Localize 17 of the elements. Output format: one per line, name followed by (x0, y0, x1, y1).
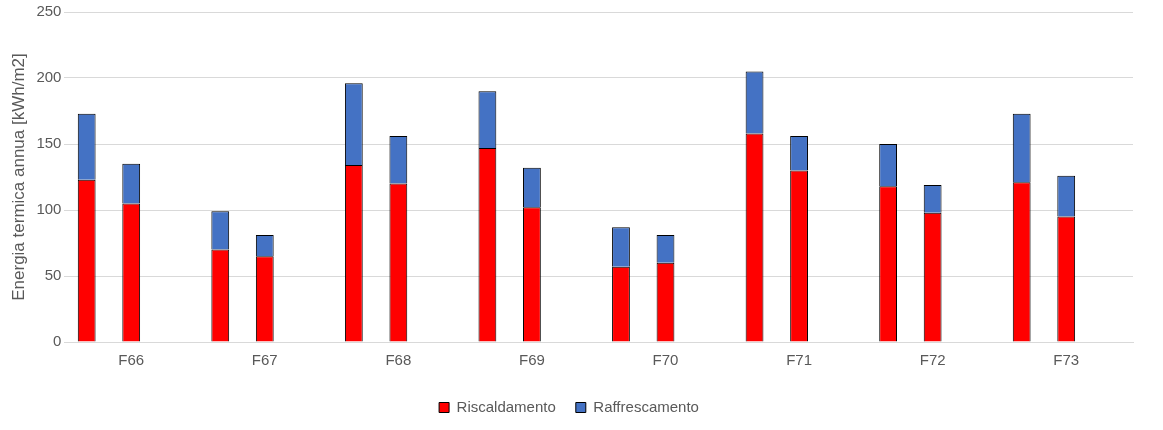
x-tick-label: F66 (118, 351, 145, 369)
y-tick-label: 250 (36, 2, 62, 20)
x-tick-label: F68 (385, 351, 412, 369)
y-tick-label: 200 (36, 68, 62, 86)
x-tick-label: F73 (1053, 351, 1080, 369)
y-tick-label: 100 (36, 200, 62, 218)
y-tick-label: 0 (53, 332, 62, 350)
y-axis-title: Energia termica annua [kWh/m2] (8, 53, 28, 301)
x-tick-label: F72 (919, 351, 946, 369)
legend-label: Raffrescamento (593, 397, 699, 415)
x-tick-label: F67 (251, 351, 278, 369)
legend-label: Riscaldamento (456, 397, 556, 415)
x-tick-label: F70 (652, 351, 679, 369)
x-tick-label: F69 (519, 351, 545, 369)
y-tick-label: 50 (44, 266, 62, 284)
x-tick-label: F71 (786, 351, 812, 369)
y-tick-label: 150 (36, 134, 62, 152)
